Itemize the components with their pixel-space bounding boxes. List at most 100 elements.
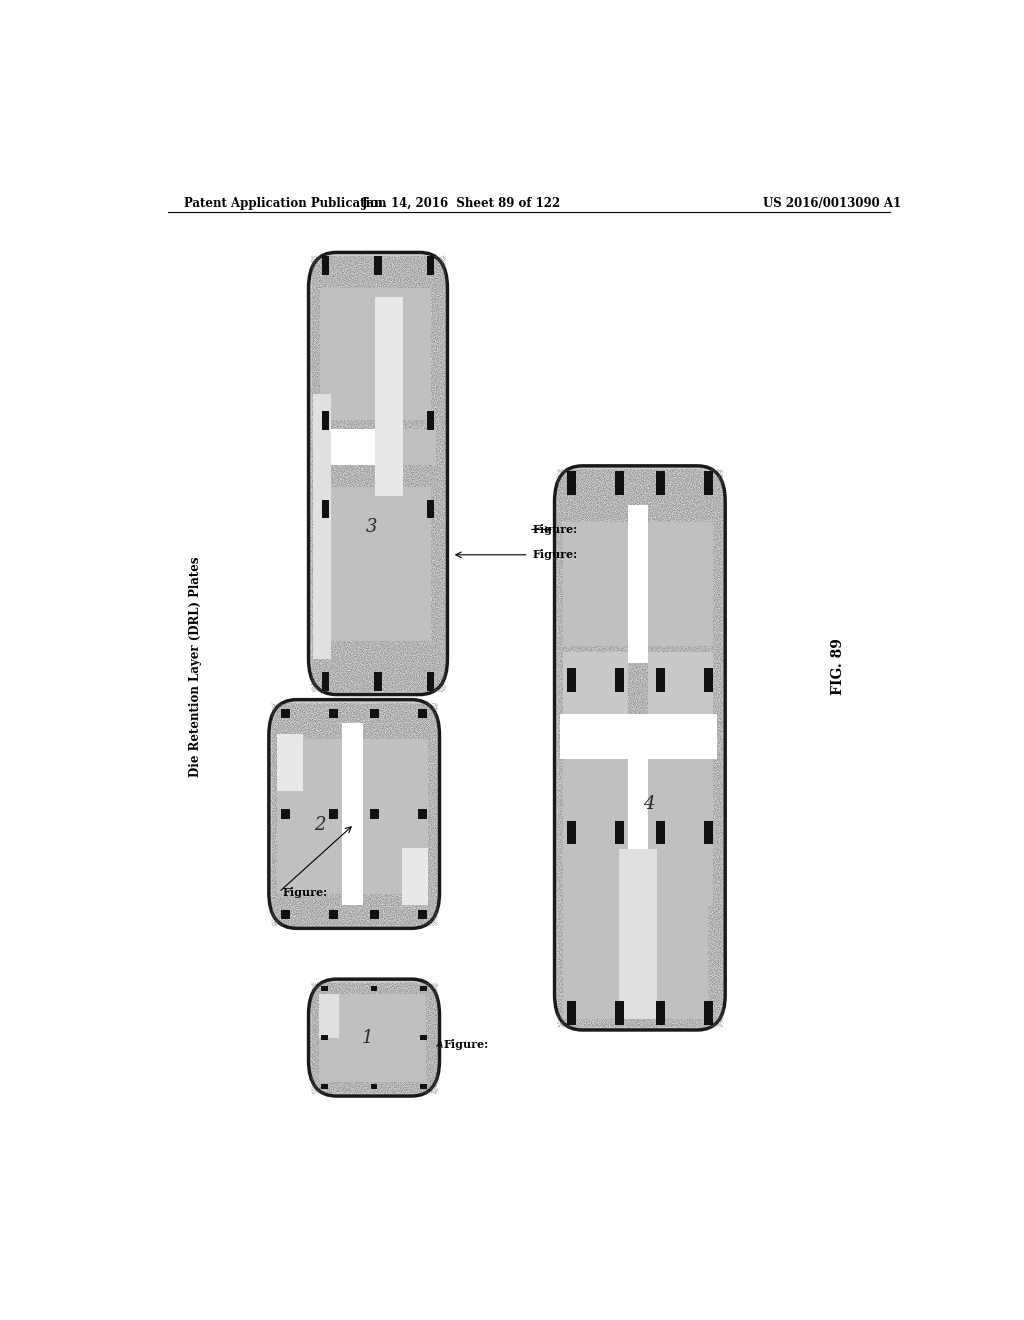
Point xyxy=(388,640,404,661)
Point xyxy=(382,756,398,777)
Point xyxy=(321,385,337,407)
Point xyxy=(417,902,433,923)
Point xyxy=(674,791,690,812)
Point xyxy=(395,310,412,331)
Point xyxy=(592,985,608,1006)
Point xyxy=(371,360,387,381)
Point xyxy=(651,546,668,568)
Point xyxy=(589,511,605,532)
Point xyxy=(409,1077,425,1098)
Point xyxy=(701,841,718,862)
Point xyxy=(694,616,711,638)
Point xyxy=(586,466,602,487)
Point xyxy=(343,1005,359,1026)
Point xyxy=(577,833,593,854)
Point xyxy=(281,748,297,770)
Point xyxy=(622,962,638,983)
Point xyxy=(308,793,325,814)
Point xyxy=(344,462,360,483)
Point xyxy=(311,754,328,775)
Point xyxy=(639,614,655,635)
Point xyxy=(712,1011,728,1032)
Point xyxy=(378,1011,394,1032)
Point xyxy=(390,381,407,403)
Point xyxy=(391,290,408,312)
Point xyxy=(417,867,433,888)
Point xyxy=(364,826,380,847)
Point xyxy=(340,586,356,607)
Point xyxy=(411,272,427,293)
Point xyxy=(592,861,608,882)
Point xyxy=(668,686,684,708)
Point xyxy=(408,693,424,714)
Point xyxy=(577,742,593,763)
Point xyxy=(303,463,319,484)
Point xyxy=(376,660,392,681)
Point xyxy=(679,1006,695,1027)
Point xyxy=(615,836,632,857)
Point xyxy=(651,873,668,894)
Point xyxy=(679,738,695,759)
Point xyxy=(584,768,600,789)
Point xyxy=(408,607,424,628)
Point xyxy=(411,995,427,1016)
Point xyxy=(398,462,415,483)
Point xyxy=(352,748,369,770)
Point xyxy=(395,710,412,731)
Point xyxy=(375,355,391,376)
Point xyxy=(338,665,354,686)
Point xyxy=(645,953,662,974)
Point xyxy=(657,851,674,873)
Point xyxy=(342,1051,358,1072)
Point xyxy=(615,1008,632,1030)
Point xyxy=(652,1007,669,1028)
Point xyxy=(707,907,723,928)
Point xyxy=(404,796,421,817)
Point xyxy=(302,838,318,859)
Point xyxy=(672,537,688,558)
Point xyxy=(386,809,402,830)
Point xyxy=(550,556,566,577)
Point xyxy=(705,706,721,727)
Point xyxy=(430,268,446,289)
Point xyxy=(557,849,573,870)
Point xyxy=(307,1034,324,1055)
Point xyxy=(697,869,714,890)
Point xyxy=(268,869,285,890)
Point xyxy=(598,632,614,653)
Point xyxy=(353,606,370,627)
Point xyxy=(581,494,597,515)
Point xyxy=(361,381,378,403)
Point xyxy=(327,708,343,729)
Point xyxy=(578,842,594,863)
Point xyxy=(430,422,446,444)
Point xyxy=(628,553,644,574)
Point xyxy=(315,862,332,883)
Point xyxy=(309,878,326,899)
Point xyxy=(403,392,420,413)
Point xyxy=(342,900,358,921)
Point xyxy=(345,810,361,832)
Point xyxy=(555,619,571,640)
Point xyxy=(618,496,635,517)
Point xyxy=(570,928,587,949)
Point xyxy=(601,870,617,891)
Point xyxy=(682,521,698,543)
Point xyxy=(422,487,438,508)
Point xyxy=(686,748,702,770)
Point xyxy=(372,818,388,840)
Point xyxy=(574,704,591,725)
Point xyxy=(675,660,691,681)
Point xyxy=(350,455,367,477)
Point xyxy=(432,260,449,281)
Point xyxy=(668,932,684,953)
Point xyxy=(369,904,385,925)
Point xyxy=(307,780,324,801)
Point xyxy=(606,659,623,680)
Point xyxy=(714,743,730,764)
Point xyxy=(627,797,643,818)
Point xyxy=(581,701,597,722)
Point xyxy=(579,533,595,554)
Point xyxy=(352,913,369,935)
Point xyxy=(393,255,410,276)
